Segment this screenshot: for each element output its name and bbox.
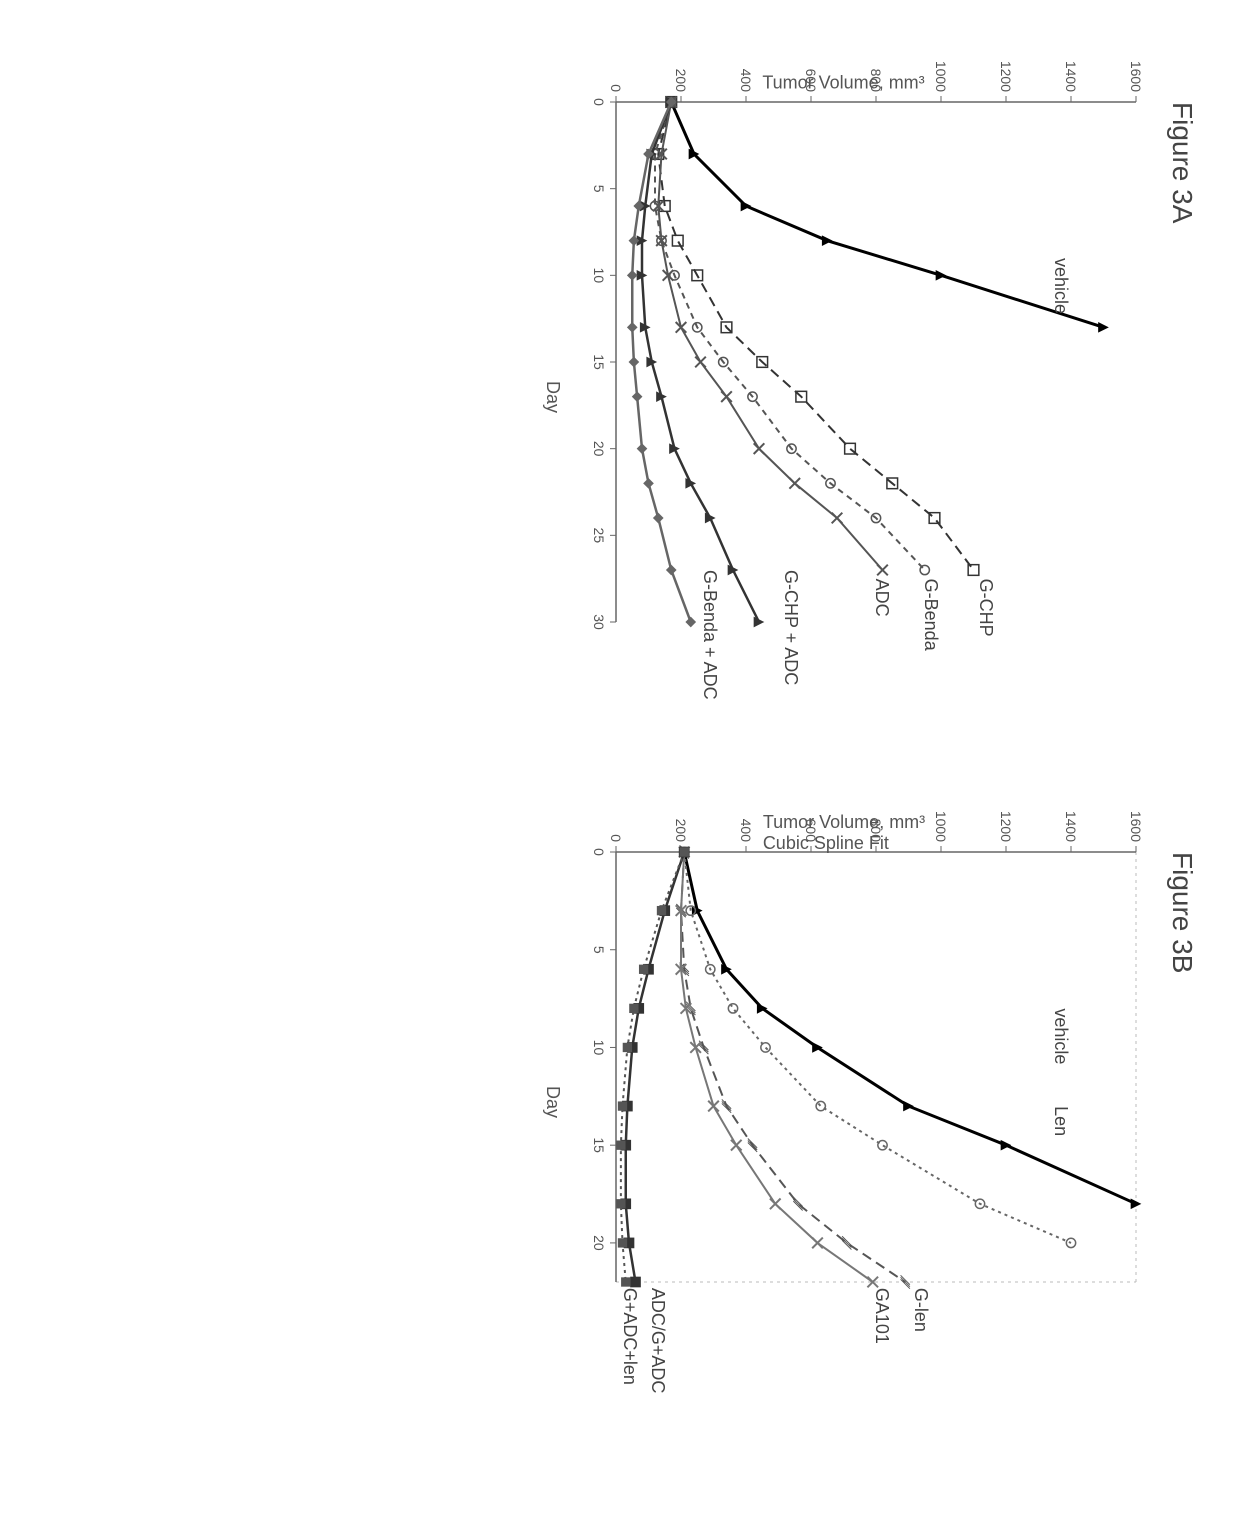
svg-text:ADC: ADC — [872, 579, 892, 617]
svg-text:G-Benda: G-Benda — [921, 579, 941, 652]
svg-text:15: 15 — [591, 354, 607, 370]
svg-text:vehicle: vehicle — [1051, 1008, 1071, 1064]
figure-3b-ylabel: Tumor Volume, mm³Cubic Spline Fit — [542, 752, 1146, 914]
svg-text:10: 10 — [591, 268, 607, 284]
svg-text:15: 15 — [591, 1137, 607, 1153]
svg-text:5: 5 — [591, 946, 607, 954]
svg-text:G-CHP: G-CHP — [976, 579, 996, 637]
figure-3a-chart-area: Tumor Volume, mm³ 0510152025300200400600… — [542, 42, 1146, 752]
svg-text:G-len: G-len — [911, 1288, 931, 1332]
svg-text:vehicle: vehicle — [1051, 258, 1071, 314]
svg-text:10: 10 — [591, 1040, 607, 1056]
figure-3b-block: Figure 3B Tumor Volume, mm³Cubic Spline … — [38, 792, 1198, 1412]
svg-text:25: 25 — [591, 528, 607, 544]
figure-3a-ylabel: Tumor Volume, mm³ — [542, 2, 1146, 164]
figure-3a-title: Figure 3A — [1166, 102, 1198, 223]
figure-3a-block: Figure 3A Tumor Volume, mm³ 051015202530… — [38, 42, 1198, 752]
figure-pair: Figure 3A Tumor Volume, mm³ 051015202530… — [38, 42, 1198, 1478]
figure-3b-chart-area: Tumor Volume, mm³Cubic Spline Fit 051015… — [542, 792, 1146, 1412]
svg-text:20: 20 — [591, 441, 607, 457]
svg-text:5: 5 — [591, 185, 607, 193]
svg-text:Len: Len — [1051, 1106, 1071, 1136]
svg-text:G+ADC+len: G+ADC+len — [620, 1288, 640, 1385]
svg-text:ADC/G+ADC: ADC/G+ADC — [648, 1288, 668, 1394]
svg-text:G-CHP + ADC: G-CHP + ADC — [781, 570, 801, 685]
svg-text:GA101: GA101 — [872, 1288, 892, 1344]
svg-text:G-Benda + ADC: G-Benda + ADC — [700, 570, 720, 700]
figure-3b-title: Figure 3B — [1166, 852, 1198, 973]
svg-text:20: 20 — [591, 1235, 607, 1251]
svg-text:30: 30 — [591, 614, 607, 630]
